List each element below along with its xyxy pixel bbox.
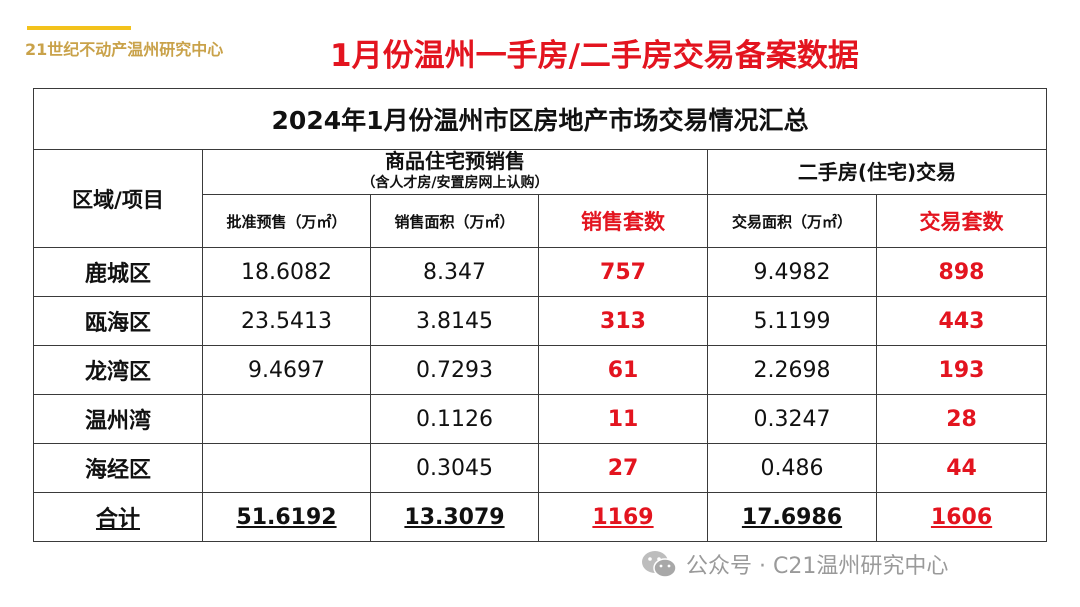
- table-row: 温州湾 0.1126 11 0.3247 28: [33, 394, 1048, 444]
- watermark: 公众号 · C21温州研究中心: [640, 548, 948, 580]
- row-area: 温州湾: [33, 394, 203, 444]
- group-new-homes-label: 商品住宅预销售: [385, 149, 525, 173]
- group-second-hand: 二手房(住宅)交易: [706, 149, 1048, 195]
- cell-sales-area: 3.8145: [370, 296, 539, 346]
- summary-table: 2024年1月份温州市区房地产市场交易情况汇总 区域/项目 商品住宅预销售 （含…: [32, 88, 1048, 542]
- cell-sales-units: 757: [538, 247, 708, 297]
- group-new-homes: 商品住宅预销售 （含人才房/安置房网上认购）: [202, 149, 708, 195]
- cell-trade-area: 0.486: [707, 443, 877, 493]
- cell-presale: 9.4697: [202, 345, 371, 395]
- col-trade-units: 交易套数: [875, 194, 1048, 248]
- total-row: 合计 51.6192 13.3079 1169 17.6986 1606: [33, 492, 1048, 542]
- total-sales-units: 1169: [538, 492, 708, 542]
- cell-sales-area: 0.1126: [370, 394, 539, 444]
- wechat-icon: [642, 551, 677, 578]
- cell-trade-units: 193: [875, 345, 1048, 395]
- cell-sales-units: 61: [538, 345, 708, 395]
- cell-trade-units: 28: [875, 394, 1048, 444]
- cell-sales-area: 8.347: [370, 247, 539, 297]
- watermark-text: 公众号 · C21温州研究中心: [686, 554, 949, 579]
- cell-presale: [202, 394, 371, 444]
- total-trade-area: 17.6986: [707, 492, 877, 542]
- cell-trade-area: 5.1199: [707, 296, 877, 346]
- col-sales-units: 销售套数: [538, 194, 708, 248]
- cell-trade-area: 0.3247: [707, 394, 877, 444]
- cell-trade-units: 44: [875, 443, 1048, 493]
- area-header: 区域/项目: [33, 149, 203, 248]
- total-trade-units: 1606: [875, 492, 1048, 542]
- table-row: 鹿城区 18.6082 8.347 757 9.4982 898: [33, 247, 1048, 297]
- col-trade-area: 交易面积（万㎡）: [707, 194, 877, 248]
- col-presale: 批准预售（万㎡）: [202, 194, 371, 248]
- slide-title: 1月份温州一手房/二手房交易备案数据: [330, 38, 859, 74]
- cell-sales-area: 0.7293: [370, 345, 539, 395]
- cell-presale: 23.5413: [202, 296, 371, 346]
- total-sales-area: 13.3079: [370, 492, 539, 542]
- total-presale: 51.6192: [202, 492, 371, 542]
- cell-sales-units: 313: [538, 296, 708, 346]
- brand-label: 21世纪不动产温州研究中心: [25, 40, 224, 59]
- cell-trade-area: 2.2698: [707, 345, 877, 395]
- table-title: 2024年1月份温州市区房地产市场交易情况汇总: [32, 88, 1048, 150]
- cell-presale: [202, 443, 371, 493]
- accent-line: [27, 26, 131, 30]
- cell-sales-units: 27: [538, 443, 708, 493]
- cell-trade-units: 443: [875, 296, 1048, 346]
- row-area: 瓯海区: [33, 296, 203, 346]
- col-sales-area: 销售面积（万㎡）: [370, 194, 539, 248]
- cell-trade-area: 9.4982: [707, 247, 877, 297]
- table-row: 瓯海区 23.5413 3.8145 313 5.1199 443: [33, 296, 1048, 346]
- group-new-homes-note: （含人才房/安置房网上认购）: [361, 175, 549, 191]
- row-area: 龙湾区: [33, 345, 203, 395]
- row-area: 海经区: [33, 443, 203, 493]
- cell-sales-units: 11: [538, 394, 708, 444]
- total-label: 合计: [33, 492, 203, 542]
- table-row: 海经区 0.3045 27 0.486 44: [33, 443, 1048, 493]
- table-row: 龙湾区 9.4697 0.7293 61 2.2698 193: [33, 345, 1048, 395]
- row-area: 鹿城区: [33, 247, 203, 297]
- cell-presale: 18.6082: [202, 247, 371, 297]
- cell-sales-area: 0.3045: [370, 443, 539, 493]
- cell-trade-units: 898: [875, 247, 1048, 297]
